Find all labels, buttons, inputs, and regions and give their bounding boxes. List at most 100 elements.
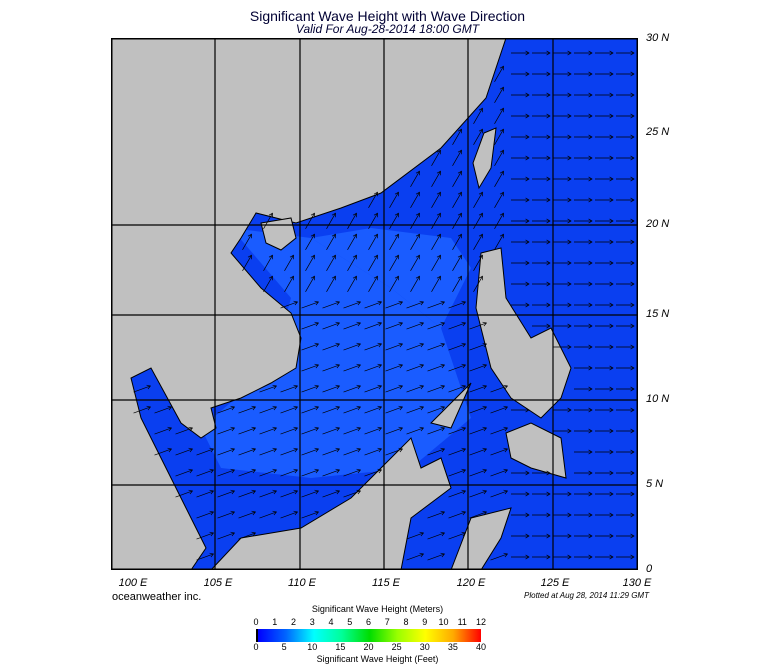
wave-direction-arrow bbox=[284, 254, 294, 271]
wave-direction-arrow bbox=[322, 342, 341, 351]
land bbox=[111, 38, 572, 570]
sea-region-mid bbox=[201, 228, 471, 478]
wave-direction-arrow bbox=[389, 275, 399, 292]
wave-direction-arrow bbox=[616, 386, 635, 392]
wave-direction-arrow bbox=[347, 233, 357, 250]
wave-direction-arrow bbox=[322, 363, 341, 372]
wave-direction-arrow bbox=[452, 128, 462, 145]
wave-direction-arrow bbox=[511, 470, 530, 476]
wave-direction-arrow bbox=[263, 254, 273, 271]
wave-direction-arrow bbox=[553, 407, 572, 413]
wave-direction-arrow bbox=[410, 191, 420, 208]
wave-direction-arrow bbox=[305, 254, 315, 271]
wave-direction-arrow bbox=[326, 275, 336, 292]
wave-direction-arrow bbox=[452, 233, 462, 250]
lon-label-120e: 120 E bbox=[456, 577, 486, 589]
wave-direction-arrow bbox=[175, 489, 194, 498]
wave-direction-arrow bbox=[259, 510, 278, 519]
wave-direction-arrow bbox=[616, 407, 635, 413]
wave-direction-arrow bbox=[427, 552, 446, 561]
wave-direction-arrow bbox=[574, 302, 593, 308]
wave-direction-arrow bbox=[532, 491, 551, 497]
wave-direction-arrow bbox=[532, 260, 551, 266]
wave-direction-arrow bbox=[301, 426, 320, 435]
wave-direction-arrow bbox=[238, 531, 257, 540]
wave-direction-arrow bbox=[368, 212, 378, 229]
wave-direction-arrow bbox=[511, 218, 530, 224]
wave-direction-arrow bbox=[385, 300, 404, 309]
wave-direction-arrow bbox=[343, 426, 362, 435]
wave-direction-arrow bbox=[532, 176, 551, 182]
wave-direction-arrow bbox=[511, 134, 530, 140]
wave-direction-arrow bbox=[305, 275, 315, 292]
wave-direction-arrow bbox=[322, 321, 341, 330]
wave-direction-arrow bbox=[196, 510, 215, 519]
wave-direction-arrow bbox=[427, 405, 446, 414]
wave-direction-arrow bbox=[389, 233, 399, 250]
wave-direction-arrow bbox=[364, 300, 383, 309]
wave-direction-arrow bbox=[347, 212, 357, 229]
wave-direction-arrow bbox=[595, 281, 614, 287]
wave-direction-arrow bbox=[574, 365, 593, 371]
wave-direction-arrow bbox=[427, 426, 446, 435]
meters-tick: 10 bbox=[438, 617, 449, 627]
wave-direction-arrow bbox=[616, 491, 635, 497]
wave-direction-arrow bbox=[511, 302, 530, 308]
credit-text: oceanweather inc. bbox=[112, 591, 202, 603]
wave-direction-arrow bbox=[364, 321, 383, 330]
wave-direction-arrow bbox=[389, 254, 399, 271]
wave-direction-arrow bbox=[469, 405, 488, 414]
wave-direction-arrow bbox=[574, 386, 593, 392]
wave-direction-arrow bbox=[343, 489, 362, 498]
wave-direction-arrow bbox=[574, 491, 593, 497]
wave-direction-arrow bbox=[494, 212, 504, 229]
wave-direction-arrow bbox=[511, 512, 530, 518]
wave-direction-arrow bbox=[494, 107, 504, 124]
land-luzon-visayas bbox=[475, 247, 572, 419]
wave-direction-arrow bbox=[574, 218, 593, 224]
wave-direction-arrow bbox=[259, 384, 278, 393]
feet-tick: 35 bbox=[447, 642, 458, 652]
wave-direction-arrow bbox=[595, 533, 614, 539]
wave-direction-arrow bbox=[196, 552, 215, 561]
wave-direction-arrow bbox=[469, 342, 488, 351]
wave-direction-arrow bbox=[574, 260, 593, 266]
wave-direction-arrow bbox=[532, 554, 551, 560]
wave-direction-arrow bbox=[431, 191, 441, 208]
lon-label-125e: 125 E bbox=[540, 577, 570, 589]
meters-tick: 9 bbox=[422, 617, 428, 627]
wave-direction-arrow bbox=[532, 218, 551, 224]
wave-direction-arrow bbox=[133, 405, 152, 414]
wave-direction-arrow bbox=[553, 239, 572, 245]
wave-direction-arrow bbox=[616, 470, 635, 476]
wave-direction-arrow bbox=[553, 134, 572, 140]
wave-direction-arrow bbox=[301, 489, 320, 498]
wave-direction-arrow bbox=[616, 323, 635, 329]
wave-direction-arrow bbox=[406, 552, 425, 561]
wave-direction-arrow bbox=[574, 512, 593, 518]
wave-direction-arrow bbox=[364, 342, 383, 351]
wave-direction-arrow bbox=[427, 342, 446, 351]
wave-direction-arrow bbox=[469, 447, 488, 456]
wave-direction-arrow bbox=[343, 468, 362, 477]
wave-direction-arrow bbox=[553, 281, 572, 287]
colorbar-meters-label: Significant Wave Height (Meters) bbox=[311, 604, 444, 614]
wave-direction-arrow bbox=[448, 384, 467, 393]
wave-direction-arrow bbox=[431, 212, 441, 229]
wave-direction-arrow bbox=[595, 344, 614, 350]
wave-direction-arrow bbox=[431, 275, 441, 292]
wave-direction-arrow bbox=[343, 447, 362, 456]
wave-direction-arrow bbox=[259, 489, 278, 498]
wave-direction-arrow bbox=[431, 170, 441, 187]
wave-direction-arrow bbox=[322, 447, 341, 456]
map-title: Significant Wave Height with Wave Direct… bbox=[249, 8, 526, 24]
feet-tick: 5 bbox=[281, 642, 287, 652]
wave-direction-arrow bbox=[385, 321, 404, 330]
lon-label-100e: 100 E bbox=[118, 577, 148, 589]
lat-label-20n: 20 N bbox=[646, 218, 670, 230]
wave-direction-arrow bbox=[322, 300, 341, 309]
wave-direction-arrow bbox=[574, 449, 593, 455]
wave-direction-arrow bbox=[553, 554, 572, 560]
lon-label-110e: 110 E bbox=[288, 577, 316, 589]
wave-direction-arrow bbox=[343, 300, 362, 309]
